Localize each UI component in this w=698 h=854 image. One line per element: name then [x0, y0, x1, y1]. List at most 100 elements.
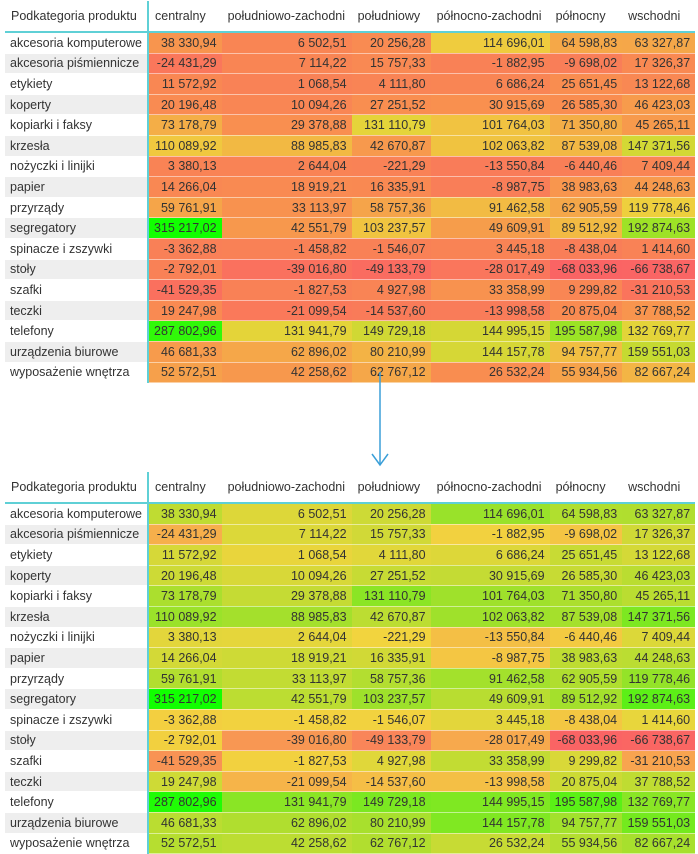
- row-label: stoły: [5, 730, 150, 752]
- value-cell: 147 371,56: [622, 606, 696, 628]
- value-cell: 42 551,79: [221, 688, 352, 710]
- row-label: telefony: [5, 320, 150, 342]
- value-cell: 64 598,83: [549, 32, 623, 54]
- value-cell: 20 256,28: [351, 32, 431, 54]
- value-cell: 14 266,04: [148, 176, 222, 198]
- row-label: stoły: [5, 259, 150, 281]
- row-label: wyposażenie wnętrza: [5, 833, 150, 854]
- value-cell: -28 017,49: [430, 730, 550, 752]
- value-cell: 45 265,11: [622, 585, 696, 607]
- value-cell: 15 757,33: [351, 53, 431, 75]
- value-cell: 38 983,63: [549, 647, 623, 669]
- row-label: segregatory: [5, 217, 150, 239]
- value-cell: 82 667,24: [622, 362, 696, 384]
- value-cell: 30 915,69: [430, 565, 550, 587]
- value-cell: 44 248,63: [622, 647, 696, 669]
- value-cell: 89 512,92: [549, 688, 623, 710]
- value-cell: 19 247,98: [148, 300, 222, 322]
- value-cell: -68 033,96: [549, 730, 623, 752]
- table-row: teczki 19 247,98 -21 099,54 -14 537,60 -13 9…: [5, 771, 696, 793]
- value-cell: -221,29: [351, 156, 431, 178]
- value-cell: 132 769,77: [622, 791, 696, 813]
- column-header[interactable]: Podkategoria produktu: [5, 1, 150, 33]
- value-cell: 27 251,52: [351, 565, 431, 587]
- value-cell: 42 258,62: [221, 833, 352, 854]
- value-cell: 73 178,79: [148, 114, 222, 136]
- value-cell: -41 529,35: [148, 279, 222, 301]
- value-cell: 149 729,18: [351, 320, 431, 342]
- row-label: krzesła: [5, 135, 150, 157]
- value-cell: 62 905,59: [549, 197, 623, 219]
- value-cell: 30 915,69: [430, 94, 550, 116]
- value-cell: 7 409,44: [622, 156, 696, 178]
- value-cell: 63 327,87: [622, 503, 696, 525]
- value-cell: 20 256,28: [351, 503, 431, 525]
- header-row: Podkategoria produktu centralny południowo…: [5, 1, 696, 33]
- table-row: spinacze i zszywki -3 362,88 -1 458,82 -1 5…: [5, 238, 696, 260]
- value-cell: 4 927,98: [351, 279, 431, 301]
- value-cell: 16 335,91: [351, 176, 431, 198]
- value-cell: -9 698,02: [549, 524, 623, 546]
- value-cell: 7 114,22: [221, 524, 352, 546]
- row-label: urządzenia biurowe: [5, 812, 150, 834]
- value-cell: -221,29: [351, 627, 431, 649]
- column-header[interactable]: północno-zachodni: [430, 1, 550, 33]
- value-cell: 103 237,57: [351, 217, 431, 239]
- value-cell: 16 335,91: [351, 647, 431, 669]
- column-header[interactable]: centralny: [148, 1, 222, 33]
- value-cell: 82 667,24: [622, 833, 696, 854]
- value-cell: 33 358,99: [430, 750, 550, 772]
- value-cell: -1 827,53: [221, 279, 352, 301]
- value-cell: 94 757,77: [549, 812, 623, 834]
- column-header[interactable]: południowy: [351, 472, 431, 504]
- value-cell: 26 532,24: [430, 362, 550, 384]
- row-label: nożyczki i linijki: [5, 156, 150, 178]
- value-cell: 52 572,51: [148, 362, 222, 384]
- value-cell: 49 609,91: [430, 688, 550, 710]
- value-cell: 33 113,97: [221, 197, 352, 219]
- column-header[interactable]: wschodni: [622, 1, 696, 33]
- table-row: akcesoria komputerowe 38 330,94 6 502,51 20…: [5, 32, 696, 54]
- column-header[interactable]: południowy: [351, 1, 431, 33]
- table-row: spinacze i zszywki -3 362,88 -1 458,82 -1 5…: [5, 709, 696, 731]
- value-cell: 62 767,12: [351, 833, 431, 854]
- value-cell: 26 585,30: [549, 565, 623, 587]
- value-cell: 52 572,51: [148, 833, 222, 854]
- column-header[interactable]: północno-zachodni: [430, 472, 550, 504]
- header-row: Podkategoria produktu centralny południowo…: [5, 472, 696, 504]
- row-label: przyrządy: [5, 197, 150, 219]
- value-cell: -66 738,67: [622, 730, 696, 752]
- value-cell: -14 537,60: [351, 771, 431, 793]
- value-cell: 20 875,04: [549, 771, 623, 793]
- value-cell: -21 099,54: [221, 771, 352, 793]
- value-cell: 18 919,21: [221, 176, 352, 198]
- row-label: spinacze i zszywki: [5, 709, 150, 731]
- value-cell: 3 380,13: [148, 627, 222, 649]
- row-label: krzesła: [5, 606, 150, 628]
- value-cell: 33 113,97: [221, 668, 352, 690]
- column-header[interactable]: południowo-zachodni: [221, 472, 352, 504]
- value-cell: -3 362,88: [148, 709, 222, 731]
- column-header[interactable]: wschodni: [622, 472, 696, 504]
- value-cell: 46 681,33: [148, 812, 222, 834]
- value-cell: 20 196,48: [148, 94, 222, 116]
- value-cell: 132 769,77: [622, 320, 696, 342]
- column-header[interactable]: Podkategoria produktu: [5, 472, 150, 504]
- column-header[interactable]: centralny: [148, 472, 222, 504]
- value-cell: -13 550,84: [430, 627, 550, 649]
- column-header[interactable]: północny: [549, 1, 623, 33]
- table-row: wyposażenie wnętrza 52 572,51 42 258,62 62 …: [5, 833, 696, 854]
- value-cell: 25 651,45: [549, 73, 623, 95]
- value-cell: 144 157,78: [430, 341, 550, 363]
- row-label: teczki: [5, 771, 150, 793]
- value-cell: 87 539,08: [549, 606, 623, 628]
- value-cell: -1 882,95: [430, 524, 550, 546]
- column-header[interactable]: północny: [549, 472, 623, 504]
- value-cell: 110 089,92: [148, 606, 222, 628]
- table-row: segregatory 315 217,02 42 551,79 103 237,57…: [5, 688, 696, 710]
- table-row: koperty 20 196,48 10 094,26 27 251,52 30 915…: [5, 565, 696, 587]
- table-row: urządzenia biurowe 46 681,33 62 896,02 80 2…: [5, 341, 696, 363]
- column-header[interactable]: południowo-zachodni: [221, 1, 352, 33]
- row-label: telefony: [5, 791, 150, 813]
- value-cell: 20 196,48: [148, 565, 222, 587]
